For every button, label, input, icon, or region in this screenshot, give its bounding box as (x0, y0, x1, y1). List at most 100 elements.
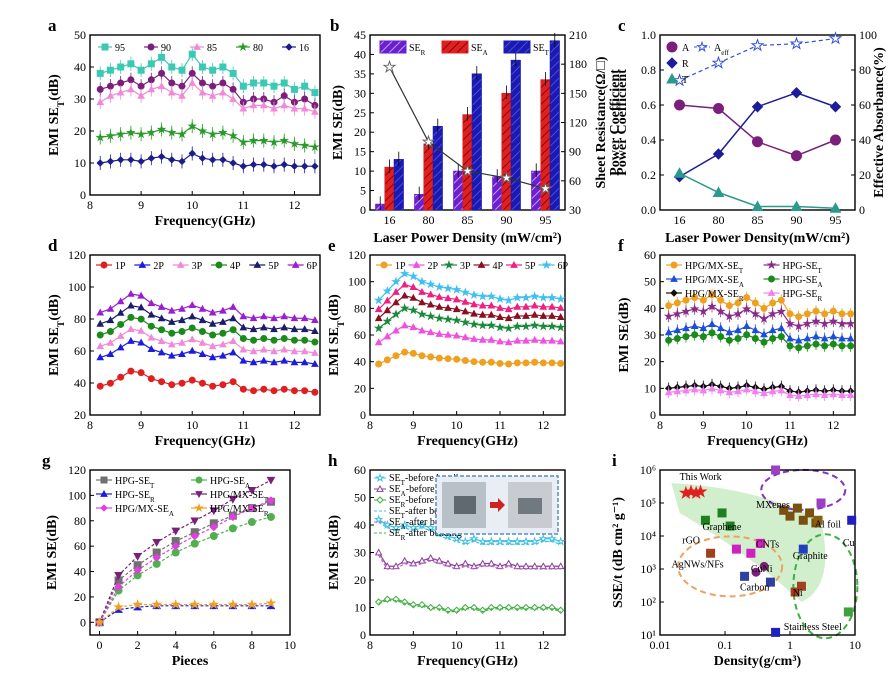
data-point (689, 303, 700, 313)
y2-axis-label: Sheet Resistance(Ω/□) (594, 56, 609, 188)
data-point (750, 38, 765, 52)
data-point (408, 271, 419, 281)
x-tick-label: 2 (135, 638, 141, 652)
y-tick-label: 100 (348, 275, 366, 289)
data-point (530, 310, 539, 318)
series-line-2P (100, 340, 315, 365)
sheet-resistance-point (460, 163, 475, 178)
data-point (157, 152, 166, 161)
data-point-mxenes (785, 511, 795, 521)
data-point (228, 512, 238, 522)
data-point (521, 321, 531, 331)
panel-c: 0.0 0.2 0.4 0.6 0.8 1.0 0 20 40 60 80 100 c 16 80 85 90 9… (615, 16, 887, 246)
x-tick-label: 0.1 (718, 638, 733, 652)
data-point (137, 338, 145, 346)
data-point (311, 89, 319, 97)
y2-tick-label: 40 (859, 133, 871, 147)
data-point (249, 358, 258, 366)
data-point (229, 302, 237, 310)
y-tick-label: 10 (644, 381, 656, 395)
legend-marker (444, 259, 454, 270)
data-point (219, 156, 227, 164)
plot-frame (659, 34, 856, 211)
legend-label: 1P (395, 261, 406, 272)
data-point (418, 556, 426, 564)
y-tick-label: 30 (354, 546, 366, 560)
data-point (382, 519, 393, 530)
data-point (310, 141, 320, 152)
legend-marker (195, 491, 203, 499)
data-point (392, 595, 400, 603)
x-tick-label: 10 (849, 638, 861, 652)
data-point (147, 345, 156, 353)
data-point (496, 359, 504, 367)
legend-marker (176, 260, 185, 268)
data-point (156, 124, 167, 134)
data-point (219, 317, 227, 325)
data-point (290, 336, 298, 344)
y2-tick-label: 80 (859, 63, 871, 77)
x-tick-label: 85 (462, 213, 474, 227)
data-point (300, 162, 309, 170)
series-line-3P (100, 328, 315, 354)
inset-sample-before (454, 496, 476, 514)
legend-marker (253, 260, 262, 268)
data-point (682, 386, 690, 394)
data-point (178, 327, 186, 335)
data-point (452, 562, 461, 570)
x-tick-label: 90 (501, 213, 513, 227)
data-point (672, 73, 687, 87)
data-point (461, 333, 470, 341)
y-tick-label: 0.2 (641, 168, 656, 182)
data-point (829, 332, 838, 340)
data-point (219, 381, 227, 389)
legend-marker (380, 261, 388, 269)
data-point (106, 327, 114, 335)
data-point (198, 88, 207, 96)
data-point (147, 333, 156, 341)
y-tick-label: 15 (354, 145, 366, 159)
data-point-graphene (700, 515, 710, 525)
data-point (529, 320, 540, 330)
legend-marker (541, 259, 552, 270)
data-point (280, 356, 289, 364)
data-point (249, 314, 258, 322)
data-point (270, 314, 278, 322)
data-point (170, 598, 182, 610)
data-point (137, 157, 145, 166)
data-point (760, 389, 768, 397)
y-tick-label: 0 (360, 628, 366, 642)
y-tick-label: 1.0 (641, 28, 656, 42)
data-point (418, 326, 426, 334)
data-point (260, 385, 268, 393)
data-point (209, 82, 217, 90)
data-point (189, 598, 201, 610)
x-tick-label: 10 (451, 418, 463, 432)
y-tick-label: 10 (354, 601, 366, 615)
data-point-cnts (746, 548, 756, 558)
legend-marker (291, 260, 300, 268)
data-point (290, 85, 298, 93)
legend-label: HPG-SET (115, 476, 155, 490)
panel-letter: c (618, 16, 626, 35)
data-point (219, 79, 227, 87)
data-point (167, 317, 176, 325)
data-point (495, 536, 505, 546)
series-line-HPG-SE_T (98, 501, 272, 623)
data-point (373, 295, 384, 305)
data-point (147, 85, 156, 93)
data-point (188, 346, 197, 354)
data-point (829, 340, 837, 348)
x-axis-label: Frequency(GHz) (417, 434, 518, 449)
data-point (786, 310, 794, 318)
data-point (444, 355, 452, 363)
y-tick-label: 60 (354, 463, 366, 477)
data-point (425, 311, 436, 321)
data-point (158, 326, 166, 334)
legend-marker (101, 43, 109, 51)
legend-label: SET (533, 43, 550, 57)
panel-letter: a (48, 16, 57, 35)
data-point (168, 79, 176, 87)
series-line-1P (100, 370, 315, 393)
x-tick-label: 85 (752, 213, 764, 227)
